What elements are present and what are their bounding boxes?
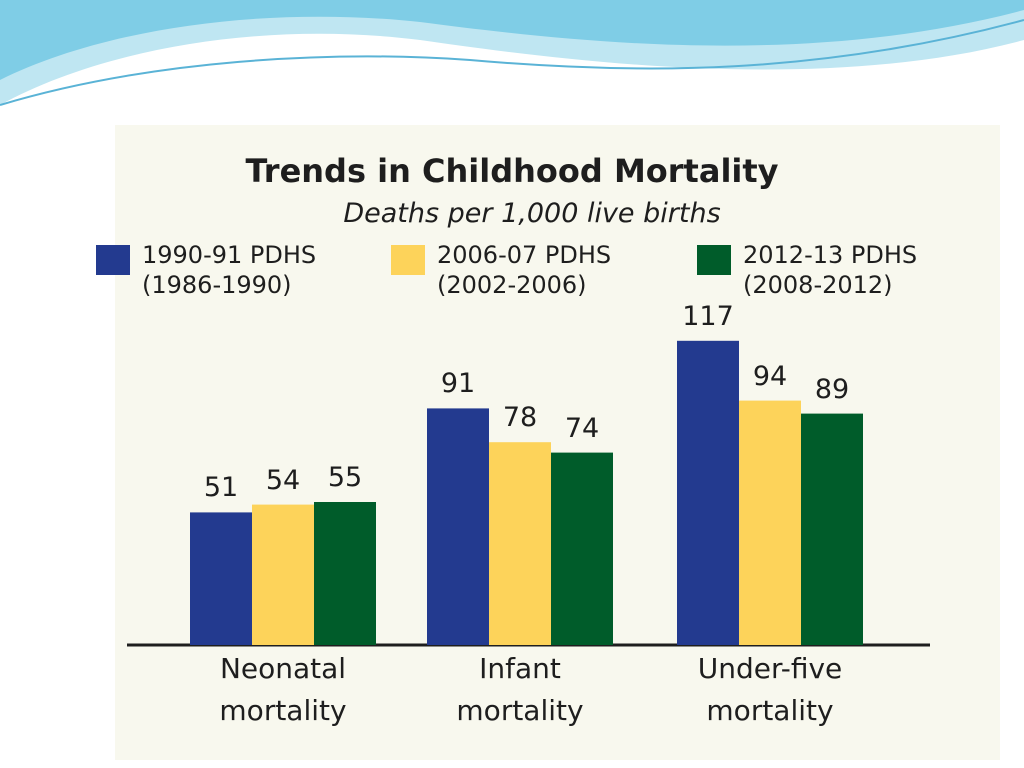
data-label: 54: [265, 464, 301, 496]
data-label: 91: [440, 368, 476, 400]
bar: [252, 504, 314, 645]
x-tick-label: Neonatal mortality: [219, 652, 347, 727]
data-label: 74: [564, 412, 600, 444]
x-tick-label: Under-five mortality: [697, 652, 843, 727]
data-label: 78: [502, 402, 538, 434]
data-label: 117: [682, 300, 734, 332]
chart-title: Trends in Childhood Mortality: [245, 152, 779, 190]
legend-swatch: [96, 245, 130, 275]
bar: [551, 452, 613, 645]
data-label: 51: [203, 472, 239, 504]
data-label: 55: [327, 462, 363, 493]
bar: [314, 502, 376, 645]
legend-label: 2012-13 PDHS (2008-2012): [743, 241, 918, 299]
bar: [677, 340, 739, 645]
bar: [427, 408, 489, 645]
x-tick-label: Infant mortality: [456, 652, 584, 727]
legend-label: 1990-91 PDHS (1986-1990): [142, 241, 317, 299]
legend-swatch: [697, 245, 731, 275]
legend-label: 2006-07 PDHS (2002-2006): [437, 241, 612, 299]
chart-subtitle: Deaths per 1,000 live births: [343, 198, 721, 229]
bar: [739, 400, 801, 645]
data-label: 94: [752, 360, 788, 392]
header-wave: [0, 0, 1024, 80]
data-label: 89: [814, 373, 850, 405]
legend-swatch: [391, 245, 425, 275]
bar: [489, 442, 551, 645]
header-line: [0, 19, 1024, 106]
bar: [190, 512, 252, 645]
bar: [801, 413, 863, 645]
